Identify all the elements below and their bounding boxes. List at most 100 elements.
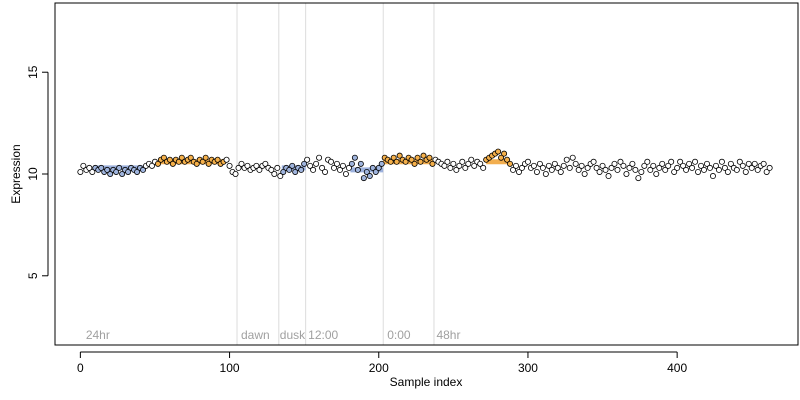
data-point-207 (695, 168, 702, 175)
time-marker-label-0: 24hr (86, 328, 110, 342)
data-point-195 (659, 160, 666, 167)
data-point-161 (557, 168, 564, 175)
data-point-54 (238, 160, 245, 167)
data-point-153 (533, 168, 540, 175)
data-point-201 (677, 158, 684, 165)
data-point-144 (507, 160, 514, 167)
data-point-206 (692, 158, 699, 165)
data-point-200 (674, 164, 681, 171)
data-point-96 (363, 168, 370, 175)
data-point-196 (662, 166, 669, 173)
data-point-112 (411, 160, 418, 167)
data-point-84 (328, 158, 335, 165)
x-axis-title: Sample index (390, 375, 463, 389)
data-point-100 (375, 164, 382, 171)
data-point-143 (504, 156, 511, 163)
data-point-158 (548, 166, 555, 173)
data-point-199 (671, 168, 678, 175)
data-point-94 (357, 160, 364, 167)
data-point-214 (715, 166, 722, 173)
data-point-210 (703, 160, 710, 167)
data-point-217 (724, 168, 731, 175)
data-point-142 (501, 150, 508, 157)
data-points (77, 148, 773, 182)
data-point-30 (166, 156, 173, 163)
data-point-174 (596, 168, 603, 175)
data-point-225 (748, 164, 755, 171)
data-point-49 (223, 156, 230, 163)
y-tick-label-2: 15 (26, 65, 40, 79)
data-point-209 (701, 166, 708, 173)
y-tick-label-1: 10 (26, 167, 40, 181)
data-point-87 (336, 166, 343, 173)
data-point-76 (304, 156, 311, 163)
data-point-198 (668, 158, 675, 165)
data-point-79 (313, 160, 320, 167)
data-point-180 (614, 166, 621, 173)
data-point-131 (468, 156, 475, 163)
data-point-204 (686, 160, 693, 167)
data-point-67 (277, 173, 284, 180)
data-point-148 (518, 164, 525, 171)
data-point-185 (629, 160, 636, 167)
data-point-145 (510, 166, 517, 173)
data-point-93 (354, 166, 361, 173)
data-point-177 (605, 173, 612, 180)
data-point-208 (698, 162, 705, 169)
data-point-140 (495, 148, 502, 155)
data-point-97 (366, 173, 373, 180)
data-point-50 (226, 162, 233, 169)
data-point-10 (107, 170, 114, 177)
data-point-92 (351, 154, 358, 161)
data-point-80 (316, 154, 323, 161)
data-point-165 (569, 154, 576, 161)
data-point-190 (644, 158, 651, 165)
data-point-141 (498, 154, 505, 161)
data-point-218 (727, 160, 734, 167)
time-marker-label-3: 12:00 (308, 328, 338, 342)
data-point-109 (402, 158, 409, 165)
data-point-114 (417, 158, 424, 165)
data-point-189 (641, 162, 648, 169)
data-point-122 (441, 162, 448, 169)
data-point-34 (178, 154, 185, 161)
data-point-147 (516, 168, 523, 175)
data-point-173 (593, 164, 600, 171)
data-point-216 (721, 164, 728, 171)
data-point-85 (330, 164, 337, 171)
data-point-104 (387, 158, 394, 165)
data-point-135 (480, 164, 487, 171)
data-point-168 (578, 162, 585, 169)
x-tick-label-1: 100 (220, 361, 240, 375)
data-point-125 (450, 160, 457, 167)
data-point-155 (539, 164, 546, 171)
data-point-150 (524, 158, 531, 165)
data-point-162 (560, 162, 567, 169)
data-point-65 (271, 170, 278, 177)
data-point-81 (319, 164, 326, 171)
time-marker-label-4: 0:00 (387, 328, 411, 342)
data-point-221 (736, 158, 743, 165)
data-point-113 (414, 154, 421, 161)
data-point-21 (140, 166, 147, 173)
data-point-66 (274, 164, 281, 171)
time-marker-label-2: dusk (280, 328, 306, 342)
y-axis: 5 10 15 (26, 65, 49, 279)
data-point-213 (712, 162, 719, 169)
data-point-37 (187, 154, 194, 161)
data-point-91 (348, 160, 355, 167)
data-point-1 (80, 162, 87, 169)
data-point-231 (766, 164, 773, 171)
data-point-62 (262, 160, 269, 167)
data-point-157 (545, 162, 552, 169)
data-point-159 (551, 160, 558, 167)
data-point-212 (709, 173, 716, 180)
data-point-74 (298, 166, 305, 173)
data-point-166 (572, 160, 579, 167)
data-point-4 (89, 168, 96, 175)
data-point-115 (420, 152, 427, 159)
x-axis: 0 100 200 300 400 (77, 351, 687, 375)
data-point-163 (563, 156, 570, 163)
